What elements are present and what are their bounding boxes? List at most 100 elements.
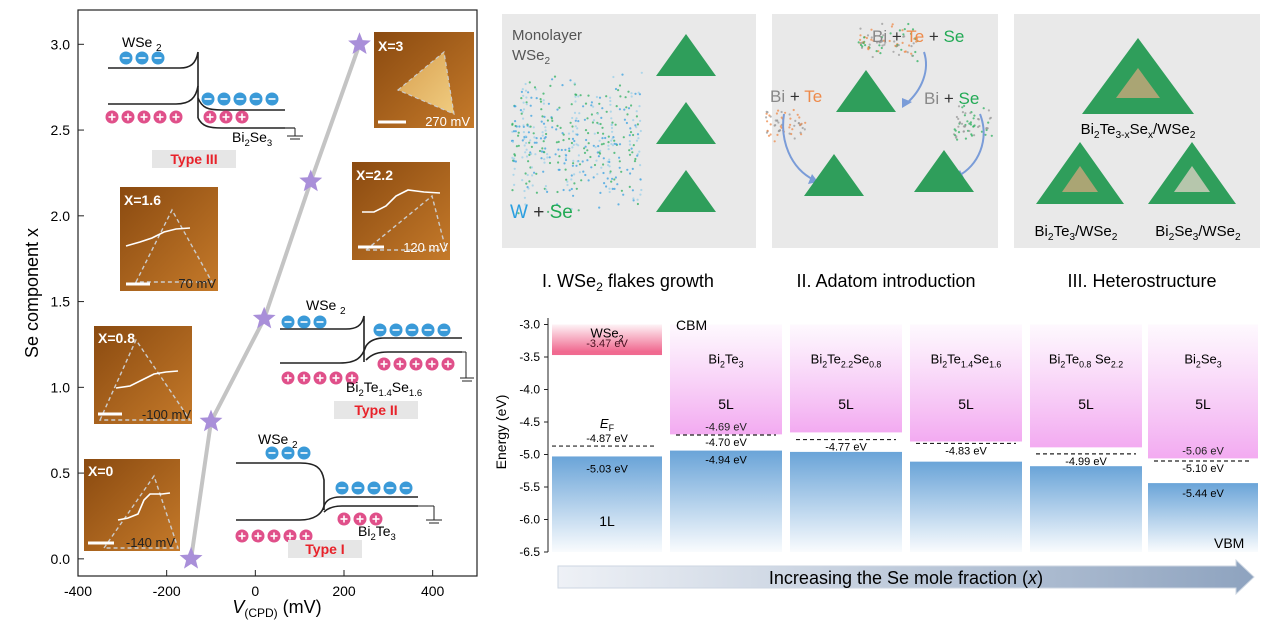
svg-text:Bi2Se3: Bi2Se3 [232,129,272,149]
valence-band [552,456,662,552]
svg-text:Bi2Te3-xSex/WSe2: Bi2Te3-xSex/WSe2 [1081,121,1196,141]
conduction-band [670,324,782,435]
holes [281,357,455,385]
vbm-value: -5.03 eV [586,463,628,475]
x-tick-label: -200 [153,583,181,599]
fermi-value: -4.87 eV [586,433,628,445]
svg-text:Bi + Te: Bi + Te [770,87,822,106]
wse2-flake [656,102,716,144]
y-tick-label: -3.0 [519,318,540,332]
y-axis-ticks: -3.0 -3.5 -4.0 -4.5 -5.0 -5.5 -6.0 -6.5 [519,318,548,559]
svg-text:2: 2 [340,306,346,317]
svg-text:Monolayer WSe2: Monolayer WSe2 [512,27,586,67]
cbm-value: -5.06 eV [1182,445,1224,457]
valence-band [790,451,902,552]
step-label-ii: II. Adatom introduction [796,271,975,291]
svg-text:Bi + Te + Se: Bi + Te + Se [872,27,964,46]
data-point-star [179,546,203,569]
conduction-band [910,324,1022,442]
band-column: Bi2Te1.4Se1.6 5L -4.83 eV [910,324,1022,552]
vbm-label: VBM [1214,535,1244,551]
fermi-symbol: EF [600,416,615,433]
y-tick-label: -4.5 [519,415,540,429]
band-columns: WSe2 1L -3.47 eV -4.87 eV -5.03 eV EF Bi2Te3 5L… [552,324,1258,552]
x-axis-label: V(CPD) (mV) [232,597,321,620]
afm-inset-x08: X=0.8 -100 mV [94,326,192,424]
y-tick-label: -5.0 [519,448,540,462]
adatom-cloud [510,71,643,215]
plot-frame [77,9,478,577]
y-tick-label: 2.0 [51,208,71,224]
y-tick-label: -6.0 [519,513,540,527]
conduction-band [1148,324,1258,459]
svg-text:Bi + Se: Bi + Se [924,89,979,108]
svg-text:X=3: X=3 [378,38,404,54]
step-label-iii: III. Heterostructure [1067,271,1216,291]
y-tick-label: 3.0 [51,36,71,52]
step-label-i: I. WSe2 flakes growth [542,271,714,294]
fermi-value: -4.83 eV [945,445,987,457]
band-chart: -3.0 -3.5 -4.0 -4.5 -5.0 -5.5 -6.0 -6.5 Energy … [493,317,1258,596]
x-tick-label: 400 [421,583,445,599]
growth-panel-iii: Bi2Te3-xSex/WSe2 Bi2Te3/WSe2 Bi2Se3/WSe2 [1014,14,1260,248]
wse2-flake [804,154,864,196]
svg-text:WSe: WSe [122,34,153,50]
valence-band [670,450,782,552]
svg-text:Bi2Te1.4Se1.6: Bi2Te1.4Se1.6 [346,379,422,399]
svg-text:Bi2Te3: Bi2Te3 [358,523,396,543]
holes [105,110,249,124]
band-column: Bi2Te3 5L -4.69 eV -4.70 eV -4.94 eV [670,324,782,552]
data-point-star [299,169,323,192]
arrow-label: Increasing the Se mole fraction (x) [769,568,1043,588]
y-tick-label: 0.5 [51,465,71,481]
layer-label: 5L [1078,396,1094,412]
svg-text:WSe: WSe [258,431,289,447]
band-column: Bi2Te2.2Se0.8 5L -4.77 eV [790,324,902,552]
svg-text:Type II: Type II [354,402,397,418]
growth-panel-i: Monolayer WSe2 W + Se [502,14,756,248]
afm-inset-x3: X=3 270 mV [374,32,474,129]
svg-text:Type III: Type III [170,151,217,167]
svg-text:70 mV: 70 mV [178,276,216,291]
scatter-chart: 0.0 0.5 1.0 1.5 2.0 2.5 3.0 -400 -200 0 200 400 Se… [22,9,478,620]
wse2-flake [836,70,896,112]
data-point-star [348,32,371,54]
data-points [179,32,371,569]
y-tick-label: -5.5 [519,480,540,494]
data-point-star [252,306,276,329]
layer-label: 5L [958,396,974,412]
svg-text:Type I: Type I [305,541,344,557]
y-tick-label: 0.0 [51,551,71,567]
svg-text:2: 2 [292,440,298,451]
material-label: Bi2Te1.4Se1.6 [931,352,1002,370]
y-tick-label: 2.5 [51,122,71,138]
svg-text:270 mV: 270 mV [425,114,470,129]
svg-text:X=0.8: X=0.8 [98,330,135,346]
y-axis-label: Se component x [22,228,42,358]
x-tick-label: -400 [64,583,92,599]
x-tick-label: 0 [251,583,259,599]
wse2-flake [656,34,716,76]
svg-text:2: 2 [156,43,162,54]
vbm-value: -4.94 eV [705,455,747,467]
svg-text:WSe: WSe [306,297,337,313]
adatom-cloud [765,22,993,143]
material-label: Bi2Te3 [708,352,743,370]
band-diagram-type-iii: WSe 2 Bi2Se3 Type III [105,34,303,168]
svg-text:X=1.6: X=1.6 [124,192,161,208]
material-label: WSe2 [590,326,623,344]
fermi-value: -4.70 eV [705,437,747,449]
afm-inset-x16: X=1.6 70 mV [120,187,218,291]
y-axis-ticks: 0.0 0.5 1.0 1.5 2.0 2.5 3.0 [51,36,84,567]
svg-text:W + Se: W + Se [510,202,573,223]
band-column: Bi2Se3 5L -5.06 eV -5.10 eV -5.44 eV [1148,324,1258,552]
data-point-star [199,409,223,432]
x-tick-label: 200 [332,583,356,599]
band-diagram-type-ii: WSe 2 Bi2Te1.4Se1.6 Type II [280,297,474,419]
valence-band [1148,483,1258,552]
conduction-band [790,324,902,433]
valence-band [1030,466,1142,552]
layer-label: 5L [838,396,854,412]
fermi-value: -4.99 eV [1065,456,1107,468]
